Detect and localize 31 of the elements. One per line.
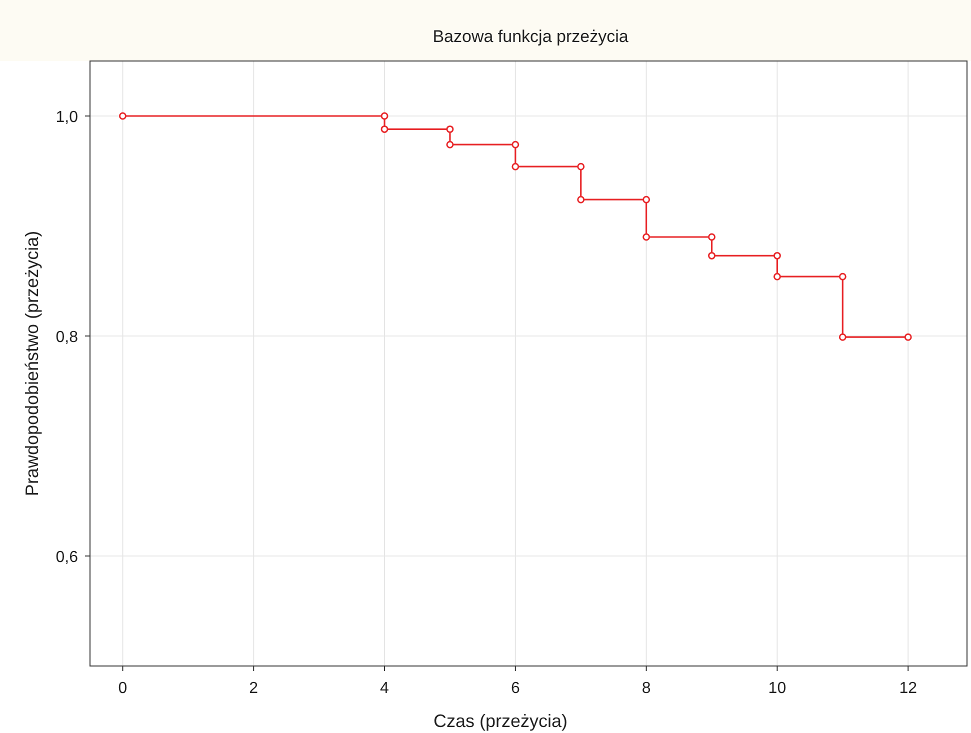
point [708,233,716,241]
point [380,125,388,133]
chart-title: Bazowa funkcja przeżycia [432,27,629,46]
x-tick-label: 12 [899,680,918,697]
y-tick-label: 0,8 [56,329,78,346]
point [446,140,454,148]
point [838,333,846,341]
x-axis-title: Czas (przeżycia) [433,711,568,731]
point [773,272,781,280]
x-tick-label: 6 [510,680,520,697]
point [577,196,585,204]
x-tick-label: 8 [642,680,651,697]
x-tick-label: 10 [768,680,786,697]
y-tick-label: 0,6 [56,549,78,566]
point [904,333,912,341]
point [577,162,585,170]
x-tick-label: 4 [380,680,390,697]
y-axis-title: Prawdopodobieństwo (przeżycia) [22,230,42,496]
point [708,252,716,260]
x-tick-label: 2 [249,680,258,697]
point [512,162,520,170]
point [838,272,846,280]
y-tick-label: 1,0 [56,109,78,126]
point [642,196,650,204]
point [446,125,454,133]
x-tick-label: 0 [118,680,128,697]
point [773,252,781,260]
point [380,112,388,120]
point [642,233,650,241]
point [512,140,520,148]
point [118,112,126,120]
